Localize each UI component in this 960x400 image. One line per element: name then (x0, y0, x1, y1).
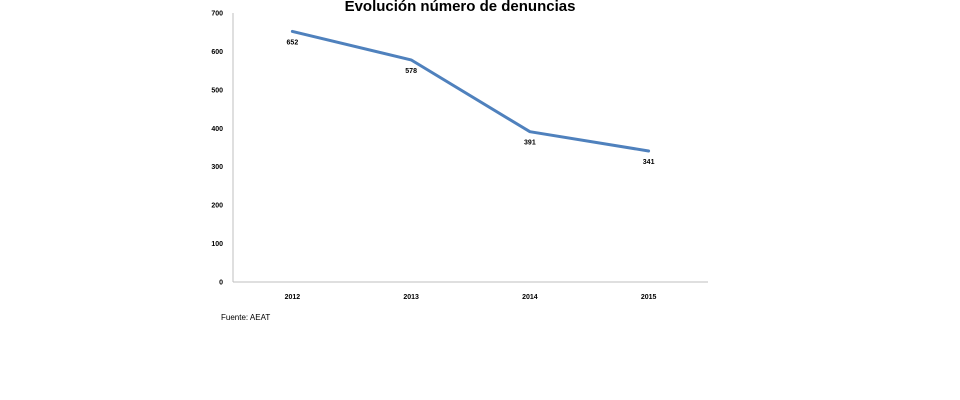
data-label: 652 (287, 39, 299, 46)
source-note: Fuente: AEAT (221, 313, 271, 322)
y-tick-label: 0 (219, 280, 223, 287)
x-tick-label: 2013 (403, 294, 419, 301)
data-labels: 652 578 391 341 (287, 39, 655, 166)
y-tick-label: 700 (211, 11, 223, 18)
y-tick-label: 600 (211, 49, 223, 56)
data-label: 578 (405, 68, 417, 75)
y-tick-label: 400 (211, 126, 223, 133)
series-line (290, 29, 651, 153)
x-tick-label: 2014 (522, 294, 538, 301)
y-tick-label: 200 (211, 203, 223, 210)
y-tick-label: 300 (211, 164, 223, 171)
data-label: 341 (643, 159, 655, 166)
chart-title: Evolución número de denuncias (345, 0, 576, 15)
y-tick-label: 100 (211, 241, 223, 248)
x-tick-label: 2015 (641, 294, 657, 301)
y-axis-ticks: 0 100 200 300 400 500 600 700 (211, 11, 223, 287)
x-tick-label: 2012 (285, 294, 301, 301)
x-axis-ticks: 2012 2013 2014 2015 (285, 294, 657, 301)
data-label: 391 (524, 140, 536, 147)
y-tick-label: 500 (211, 87, 223, 94)
